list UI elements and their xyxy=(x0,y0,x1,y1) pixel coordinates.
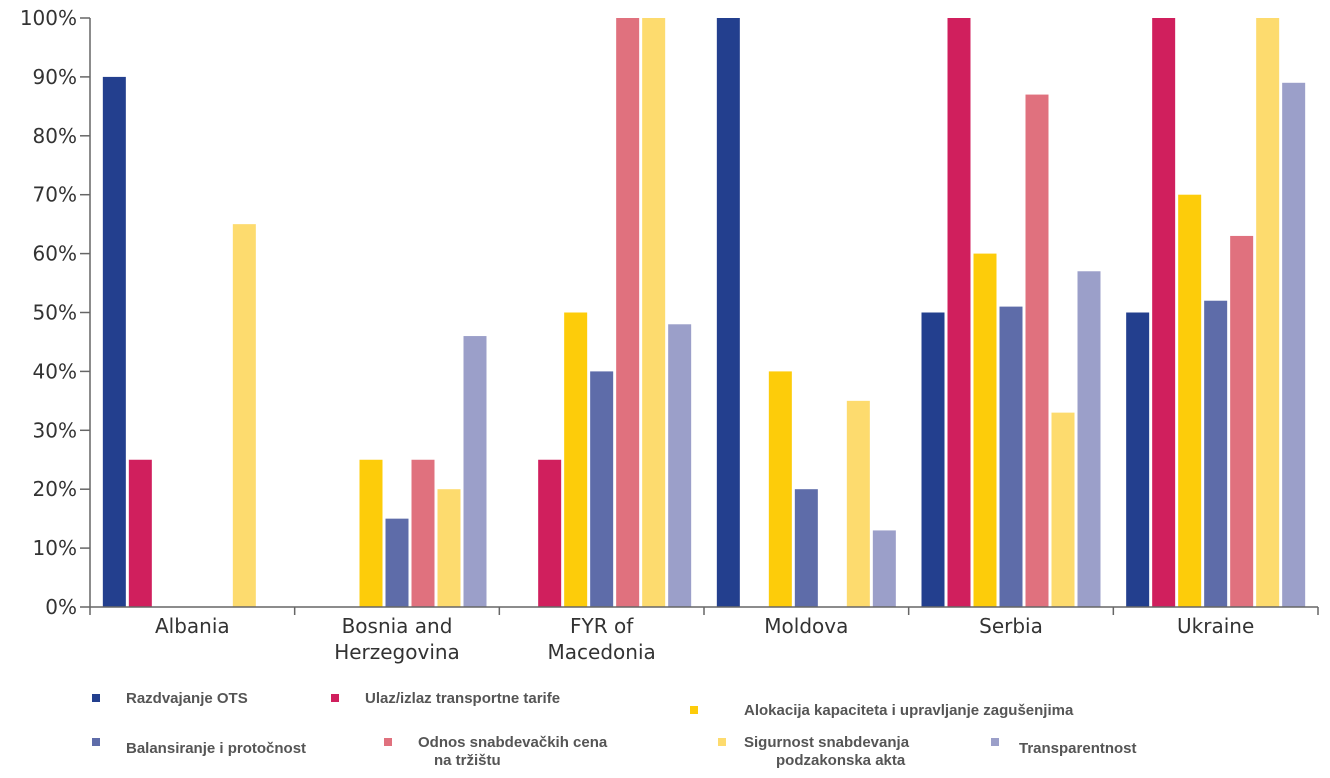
bar xyxy=(1025,94,1049,607)
legend-swatch xyxy=(991,738,999,746)
bar xyxy=(642,18,666,607)
bar xyxy=(1204,300,1228,607)
bar xyxy=(999,306,1023,607)
bar xyxy=(385,518,409,607)
legend-label: Ulaz/izlaz transportne tarife xyxy=(365,690,560,707)
bar xyxy=(1051,412,1075,607)
bar xyxy=(1282,82,1306,608)
category-group xyxy=(538,18,692,607)
category-group xyxy=(359,336,487,607)
y-tick-label: 90% xyxy=(33,65,77,89)
bar xyxy=(921,312,945,607)
legend-item: Balansiranje i protočnost xyxy=(92,738,306,757)
legend-swatch xyxy=(92,694,100,702)
legend-label: Transparentnost xyxy=(1019,740,1137,757)
y-tick-label: 20% xyxy=(33,477,77,501)
category-label: Albania xyxy=(155,614,230,638)
bar xyxy=(1152,18,1176,607)
legend-item: Alokacija kapaciteta i upravljanje zaguš… xyxy=(690,702,1074,719)
legend: Razdvajanje OTS Ulaz/izlaz transportne ta… xyxy=(92,690,1137,769)
y-tick-label: 60% xyxy=(33,242,77,266)
y-axis-ticks: 0% 10% 20% 30% 40% 50% 60% 70% 80% 90% 100% xyxy=(20,6,90,619)
bar xyxy=(768,371,792,607)
axes xyxy=(89,18,1319,615)
category-label: Bosnia and Herzegovina xyxy=(334,614,460,664)
bar xyxy=(1178,194,1202,607)
bar xyxy=(1077,271,1101,607)
bar-groups xyxy=(102,18,1306,608)
category-group xyxy=(921,18,1101,607)
category-label: Serbia xyxy=(979,614,1043,638)
legend-swatch xyxy=(384,738,392,746)
bar xyxy=(872,530,896,607)
legend-item: Transparentnost xyxy=(991,738,1137,757)
y-tick-label: 50% xyxy=(33,301,77,325)
category-group xyxy=(1126,18,1306,608)
legend-label: Balansiranje i protočnost xyxy=(126,740,306,757)
legend-item: Odnos snabdevačkih cena na tržištu xyxy=(384,734,608,769)
y-tick-label: 0% xyxy=(45,595,77,619)
bar xyxy=(437,489,461,607)
category-label: FYR of Macedonia xyxy=(548,614,656,664)
legend-swatch xyxy=(92,738,100,746)
y-tick-label: 30% xyxy=(33,418,77,442)
legend-swatch xyxy=(718,738,726,746)
bar xyxy=(463,336,487,607)
legend-label: Sigurnost snabdevanja podzakonska akta xyxy=(744,734,910,769)
y-tick-label: 40% xyxy=(33,359,77,383)
bar xyxy=(411,459,435,607)
bar xyxy=(1126,312,1150,607)
y-tick-label: 70% xyxy=(33,183,77,207)
bar xyxy=(128,459,152,607)
bar xyxy=(716,18,740,607)
legend-item: Ulaz/izlaz transportne tarife xyxy=(331,690,560,707)
bar xyxy=(947,18,971,607)
legend-label: Alokacija kapaciteta i upravljanje zaguš… xyxy=(744,702,1074,719)
bar xyxy=(846,400,870,607)
legend-label: Razdvajanje OTS xyxy=(126,690,248,707)
bar xyxy=(1230,235,1254,607)
bar xyxy=(538,459,562,607)
legend-item: Sigurnost snabdevanja podzakonska akta xyxy=(718,734,910,769)
y-tick-label: 100% xyxy=(20,6,77,30)
category-group xyxy=(102,76,256,607)
bar xyxy=(668,324,692,607)
bar xyxy=(102,76,126,607)
category-group xyxy=(716,18,896,607)
bar xyxy=(564,312,588,607)
legend-swatch xyxy=(690,706,698,714)
x-axis-labels: Albania Bosnia and Herzegovina FYR of Macedo… xyxy=(155,614,1254,664)
y-tick-label: 80% xyxy=(33,124,77,148)
legend-swatch xyxy=(331,694,339,702)
bar xyxy=(590,371,614,607)
bar xyxy=(232,224,256,607)
bar xyxy=(973,253,997,607)
legend-item: Razdvajanje OTS xyxy=(92,690,248,707)
bar xyxy=(794,489,818,607)
bar xyxy=(359,459,383,607)
category-label: Ukraine xyxy=(1177,614,1254,638)
category-label: Moldova xyxy=(764,614,848,638)
bar xyxy=(616,18,640,607)
legend-label: Odnos snabdevačkih cena na tržištu xyxy=(418,734,608,769)
y-tick-label: 10% xyxy=(33,536,77,560)
bar xyxy=(1256,18,1280,607)
